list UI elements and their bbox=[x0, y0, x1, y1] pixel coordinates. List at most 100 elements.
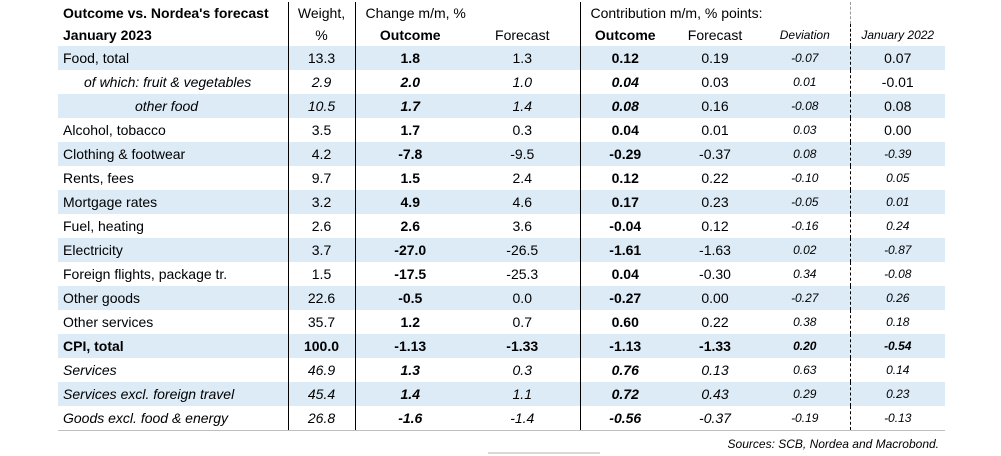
weight-cell: 4.2 bbox=[287, 142, 355, 166]
prev-year-header: January 2022 bbox=[849, 24, 945, 46]
change-forecast-header: Forecast bbox=[495, 27, 550, 43]
deviation-cell: -0.10 bbox=[791, 171, 819, 185]
row-label: Food, total bbox=[58, 46, 288, 70]
change-forecast-cell: 0.7 bbox=[512, 314, 532, 330]
contrib-forecast-cell: 0.12 bbox=[701, 218, 729, 234]
deviation-cell: -0.07 bbox=[760, 46, 850, 70]
prev-year-cell: -0.01 bbox=[849, 70, 945, 94]
prev-year-cell: 0.26 bbox=[849, 286, 945, 310]
source-note: Sources: SCB, Nordea and Macrobond. bbox=[727, 437, 939, 451]
table-row: Alcohol, tobacco 3.5 1.7 0.3 0.04 0.01 0.03 0.0… bbox=[58, 118, 945, 142]
deviation-cell: 0.63 bbox=[793, 363, 817, 377]
deviation-cell: -0.08 bbox=[760, 94, 850, 118]
prev-year-cell: 0.18 bbox=[849, 310, 945, 334]
weight-header-line1: Weight, bbox=[287, 2, 355, 24]
table-row: Electricity 3.7 -27.0 -26.5 -1.61 -1.63 0.02 -0… bbox=[58, 238, 945, 262]
contribution-group-header: Contribution m/m, % points: bbox=[579, 2, 850, 24]
change-outcome-cell: -1.6 bbox=[354, 406, 465, 431]
table-title-line2: January 2023 bbox=[63, 27, 152, 43]
row-label: CPI, total bbox=[58, 334, 288, 358]
change-forecast-cell: -25.3 bbox=[506, 266, 539, 282]
prev-year-cell: -0.08 bbox=[849, 262, 945, 286]
cpi-forecast-table: Outcome vs. Nordea's forecast Weight, Ch… bbox=[58, 2, 945, 431]
change-forecast-cell: 0.0 bbox=[465, 286, 580, 310]
prev-year-cell: -0.39 bbox=[849, 142, 945, 166]
weight-cell: 35.7 bbox=[287, 310, 355, 334]
prev-year-cell: 0.07 bbox=[849, 46, 945, 70]
change-outcome-cell: 1.7 bbox=[354, 118, 465, 142]
change-outcome-cell: -27.0 bbox=[354, 238, 465, 262]
change-forecast-cell: 1.4 bbox=[465, 94, 580, 118]
contrib-outcome-cell: -0.04 bbox=[579, 214, 670, 238]
deviation-cell: -0.19 bbox=[760, 406, 850, 431]
weight-cell: 2.9 bbox=[287, 70, 355, 94]
deviation-header: Deviation bbox=[779, 28, 830, 42]
weight-cell: 46.9 bbox=[287, 358, 355, 382]
contrib-outcome-cell: 0.17 bbox=[579, 190, 670, 214]
change-outcome-cell: -1.13 bbox=[354, 334, 465, 358]
change-outcome-cell: 4.9 bbox=[354, 190, 465, 214]
prev-year-cell: 0.05 bbox=[849, 166, 945, 190]
table-row: Services excl. foreign travel 45.4 1.4 1.1 0… bbox=[58, 382, 945, 406]
contrib-outcome-cell: 0.04 bbox=[579, 118, 670, 142]
change-outcome-cell: 1.3 bbox=[354, 358, 465, 382]
deviation-cell: 0.29 bbox=[760, 382, 850, 406]
header-row-2: January 2023 % Outcome Forecast Outcome … bbox=[58, 24, 945, 46]
weight-cell: 3.2 bbox=[287, 190, 355, 214]
weight-cell: 2.6 bbox=[287, 214, 355, 238]
table-row: Mortgage rates 3.2 4.9 4.6 0.17 0.23 -0.05 0.01 bbox=[58, 190, 945, 214]
header-row-1: Outcome vs. Nordea's forecast Weight, Ch… bbox=[58, 2, 945, 24]
row-label: Foreign flights, package tr. bbox=[63, 266, 228, 282]
table-row: Foreign flights, package tr. 1.5 -17.5 -25.… bbox=[58, 262, 945, 286]
contrib-outcome-header: Outcome bbox=[579, 24, 670, 46]
change-outcome-cell: 1.2 bbox=[354, 310, 465, 334]
table-row: Goods excl. food & energy 26.8 -1.6 -1.4 -0.… bbox=[58, 406, 945, 431]
row-label: Fuel, heating bbox=[63, 218, 144, 234]
contrib-forecast-cell: 0.16 bbox=[670, 94, 760, 118]
row-label: Electricity bbox=[58, 238, 288, 262]
contrib-forecast-cell: -0.37 bbox=[670, 406, 760, 431]
row-label: Clothing & footwear bbox=[58, 142, 288, 166]
table-title-line1: Outcome vs. Nordea's forecast bbox=[63, 5, 269, 21]
change-forecast-cell: -1.33 bbox=[465, 334, 580, 358]
change-forecast-cell: 3.6 bbox=[512, 218, 532, 234]
change-outcome-cell: -17.5 bbox=[354, 262, 465, 286]
deviation-cell: 0.34 bbox=[793, 267, 817, 281]
row-label: Goods excl. food & energy bbox=[58, 406, 288, 431]
contrib-forecast-cell: 0.22 bbox=[701, 170, 729, 186]
weight-cell: 22.6 bbox=[287, 286, 355, 310]
prev-year-cell: -0.87 bbox=[849, 238, 945, 262]
weight-cell: 9.7 bbox=[287, 166, 355, 190]
contrib-outcome-cell: 0.04 bbox=[579, 262, 670, 286]
table-row: Food, total 13.3 1.8 1.3 0.12 0.19 -0.07 0.07 bbox=[58, 46, 945, 70]
prev-year-cell: 0.23 bbox=[849, 382, 945, 406]
contrib-outcome-cell: -0.29 bbox=[579, 142, 670, 166]
row-label: Other goods bbox=[58, 286, 288, 310]
change-forecast-cell: 0.3 bbox=[512, 362, 532, 378]
deviation-cell: 0.02 bbox=[760, 238, 850, 262]
change-outcome-header: Outcome bbox=[354, 24, 465, 46]
contrib-forecast-header: Forecast bbox=[687, 27, 743, 43]
row-label: of which: fruit & vegetables bbox=[84, 74, 252, 90]
contrib-outcome-cell: 0.72 bbox=[579, 382, 670, 406]
change-outcome-cell: 1.8 bbox=[354, 46, 465, 70]
weight-cell: 3.7 bbox=[287, 238, 355, 262]
weight-cell: 100.0 bbox=[287, 334, 355, 358]
contrib-forecast-cell: -0.30 bbox=[699, 266, 731, 282]
contrib-forecast-cell: 0.23 bbox=[670, 190, 760, 214]
row-label: other food bbox=[58, 94, 288, 118]
weight-cell: 13.3 bbox=[287, 46, 355, 70]
contrib-outcome-cell: 0.08 bbox=[579, 94, 670, 118]
change-forecast-cell: -1.4 bbox=[465, 406, 580, 431]
weight-cell: 45.4 bbox=[287, 382, 355, 406]
change-outcome-cell: 1.5 bbox=[354, 166, 465, 190]
deviation-cell: -0.27 bbox=[760, 286, 850, 310]
prev-year-cell: 0.00 bbox=[849, 118, 945, 142]
row-label: Services excl. foreign travel bbox=[58, 382, 288, 406]
table-row: Services 46.9 1.3 0.3 0.76 0.13 0.63 0.14 bbox=[58, 358, 945, 382]
contrib-forecast-cell: 0.01 bbox=[701, 122, 729, 138]
change-forecast-cell: 1.0 bbox=[512, 74, 532, 90]
row-label: Services bbox=[63, 362, 117, 378]
deviation-cell: -0.16 bbox=[791, 219, 819, 233]
table-row: Other goods 22.6 -0.5 0.0 -0.27 0.00 -0.27 0.26 bbox=[58, 286, 945, 310]
